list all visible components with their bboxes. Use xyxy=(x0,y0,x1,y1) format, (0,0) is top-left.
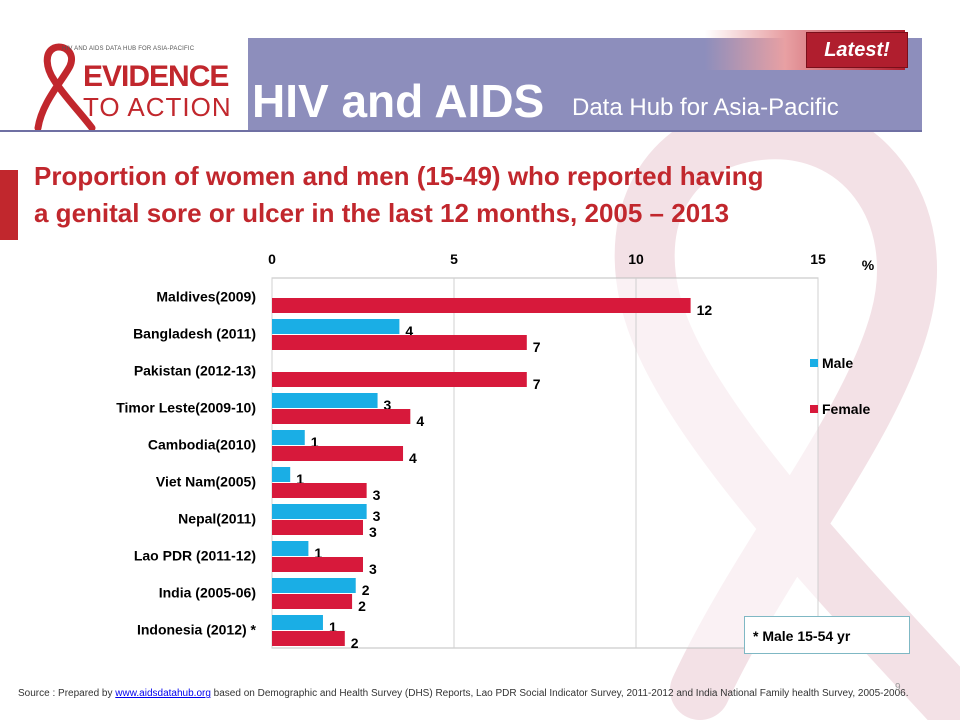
data-label: 3 xyxy=(373,487,381,503)
category-label: Cambodia(2010) xyxy=(148,437,256,453)
category-label: Bangladesh (2011) xyxy=(133,326,256,342)
data-label: 4 xyxy=(405,323,413,339)
unit-label: % xyxy=(862,257,875,273)
category-label: Nepal(2011) xyxy=(178,511,256,527)
data-label: 4 xyxy=(409,450,417,466)
male-bar xyxy=(272,467,291,482)
data-label: 1 xyxy=(329,619,337,635)
title-accent-bar xyxy=(0,170,18,240)
data-label: 1 xyxy=(314,545,322,561)
x-tick-label: 15 xyxy=(810,251,826,267)
slide-title-line-1: Proportion of women and men (15-49) who … xyxy=(34,161,764,191)
logo-tagline: HIV AND AIDS DATA HUB FOR ASIA-PACIFIC xyxy=(62,46,195,52)
male-bar xyxy=(272,615,323,630)
male-bar xyxy=(272,430,305,445)
header-title: HIV and AIDS xyxy=(252,75,545,127)
female-bar xyxy=(272,557,363,572)
female-bar xyxy=(272,631,345,646)
slide-title-line-2: a genital sore or ulcer in the last 12 m… xyxy=(34,198,730,228)
category-label: Pakistan (2012-13) xyxy=(134,363,256,379)
header-subtitle: Data Hub for Asia-Pacific xyxy=(572,94,839,121)
x-tick-label: 0 xyxy=(268,251,276,267)
category-label: Indonesia (2012) * xyxy=(137,622,257,638)
female-bar xyxy=(272,372,527,387)
logo-to-action: TO ACTION xyxy=(83,92,232,122)
data-label: 2 xyxy=(351,635,359,651)
male-bar xyxy=(272,319,400,334)
data-label: 2 xyxy=(358,598,366,614)
category-label: India (2005-06) xyxy=(159,585,256,601)
male-bar xyxy=(272,578,356,593)
data-label: 3 xyxy=(369,561,377,577)
legend-label-male: Male xyxy=(822,355,853,371)
female-bar xyxy=(272,409,411,424)
data-label: 1 xyxy=(296,471,304,487)
slide-title: Proportion of women and men (15-49) who … xyxy=(34,158,954,232)
source-prefix: Source : Prepared by xyxy=(18,688,116,699)
x-tick-label: 5 xyxy=(450,251,458,267)
latest-button[interactable]: Latest! xyxy=(806,32,908,68)
source-link[interactable]: www.aidsdatahub.org xyxy=(115,688,211,699)
logo-area: HIV AND AIDS DATA HUB FOR ASIA-PACIFIC E… xyxy=(0,38,248,130)
x-tick-label: 10 xyxy=(628,251,644,267)
legend-swatch-female xyxy=(810,405,818,413)
category-label: Timor Leste(2009-10) xyxy=(116,400,256,416)
female-bar xyxy=(272,520,363,535)
source-suffix: based on Demographic and Health Survey (… xyxy=(210,688,909,699)
data-label: 7 xyxy=(533,376,541,392)
data-label: 7 xyxy=(533,339,541,355)
legend-swatch-male xyxy=(810,359,818,367)
data-label: 12 xyxy=(697,302,713,318)
female-bar xyxy=(272,335,527,350)
source-note: Source : Prepared by www.aidsdatahub.org… xyxy=(18,687,938,701)
category-label: Lao PDR (2011-12) xyxy=(134,548,256,564)
category-label: Viet Nam(2005) xyxy=(156,474,256,490)
data-label: 3 xyxy=(384,397,392,413)
female-bar xyxy=(272,446,404,461)
male-bar xyxy=(272,393,378,408)
data-label: 1 xyxy=(311,434,319,450)
female-bar xyxy=(272,483,367,498)
red-ribbon-icon xyxy=(34,43,96,130)
legend-label-female: Female xyxy=(822,401,870,417)
category-label: Maldives(2009) xyxy=(156,289,256,305)
data-label: 3 xyxy=(373,508,381,524)
male-bar xyxy=(272,541,309,556)
data-label: 4 xyxy=(416,413,424,429)
female-bar xyxy=(272,594,353,609)
logo-evidence: EVIDENCE xyxy=(83,60,229,93)
footnote-box: * Male 15-54 yr xyxy=(744,616,910,654)
page-number: 9 xyxy=(895,682,901,693)
data-label: 2 xyxy=(362,582,370,598)
data-label: 3 xyxy=(369,524,377,540)
female-bar xyxy=(272,298,691,313)
male-bar xyxy=(272,504,367,519)
